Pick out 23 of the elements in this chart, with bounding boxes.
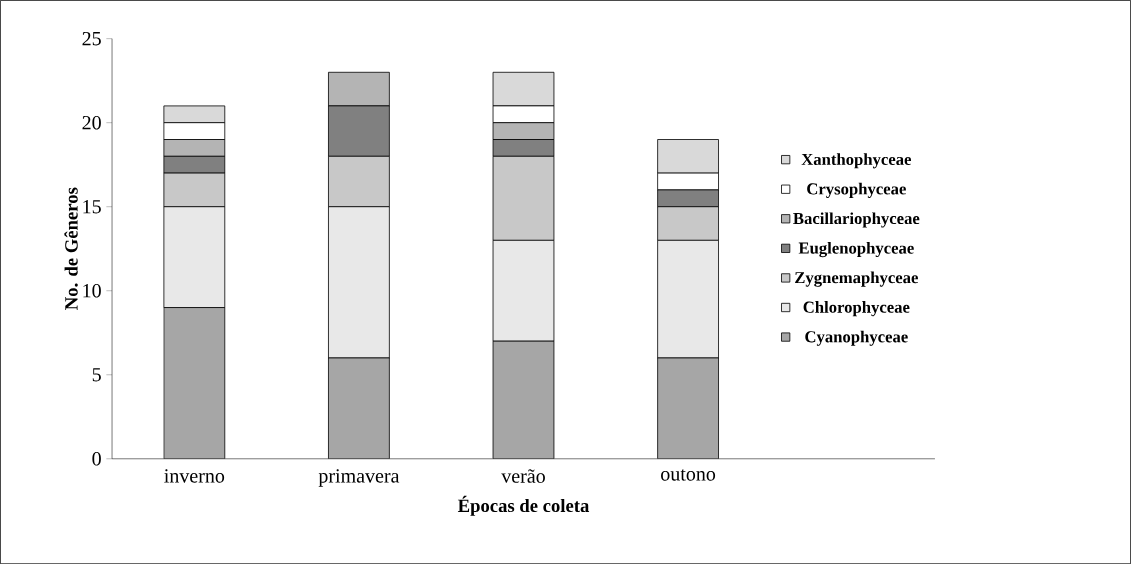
y-tick-label: 10	[83, 283, 101, 298]
legend-label: Crysophyceae	[807, 182, 906, 198]
x-axis-title: Épocas de coleta	[457, 495, 590, 516]
x-tick-label: primavera	[318, 469, 400, 487]
bar	[328, 357, 390, 459]
legend-label: Bacillariophyceae	[793, 212, 920, 228]
y-tick-label: 0	[92, 451, 101, 466]
legend-label: Xanthophyceae	[801, 153, 912, 169]
x-tick-label: outono	[661, 469, 716, 481]
y-tick-label: 15	[83, 199, 101, 214]
legend-label: Chlorophyceae	[803, 301, 910, 317]
legend-label: Cyanophyceae	[805, 330, 908, 346]
x-tick-label: verão	[501, 469, 545, 483]
y-tick-label: 5	[92, 368, 101, 382]
y-axis-title: No. de Gêneros	[64, 187, 78, 310]
bar	[657, 357, 719, 459]
y-tick-label: 20	[82, 115, 101, 130]
legend-label: Euglenophyceae	[798, 241, 914, 258]
legend-label: Zygnemaphyceae	[795, 271, 918, 287]
x-tick-label: inverno	[164, 469, 225, 483]
bar	[492, 340, 555, 459]
bar	[163, 307, 226, 459]
y-tick-label: 25	[82, 31, 101, 46]
